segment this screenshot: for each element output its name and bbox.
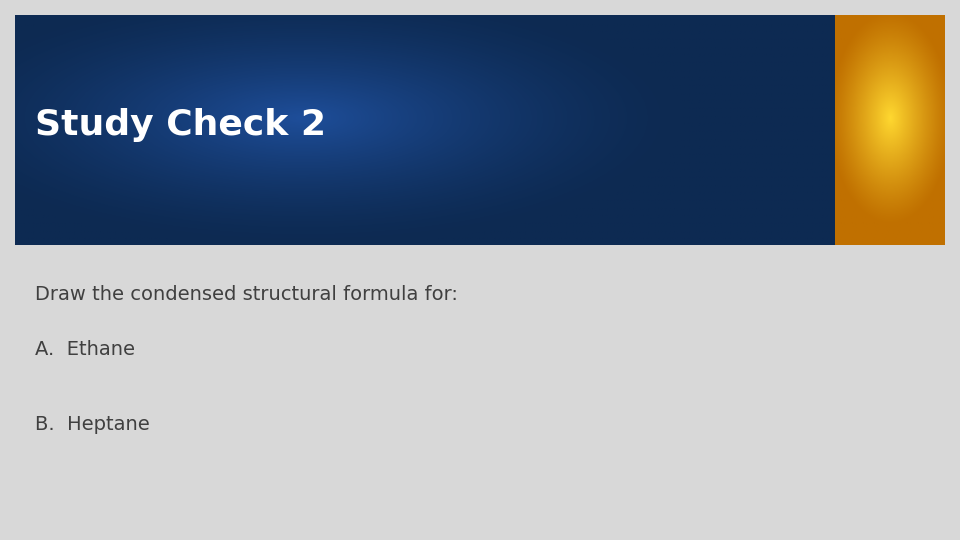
Text: B.  Heptane: B. Heptane	[35, 415, 150, 434]
Text: Study Check 2: Study Check 2	[35, 108, 326, 142]
Text: Draw the condensed structural formula for:: Draw the condensed structural formula fo…	[35, 285, 458, 304]
Text: A.  Ethane: A. Ethane	[35, 340, 135, 359]
